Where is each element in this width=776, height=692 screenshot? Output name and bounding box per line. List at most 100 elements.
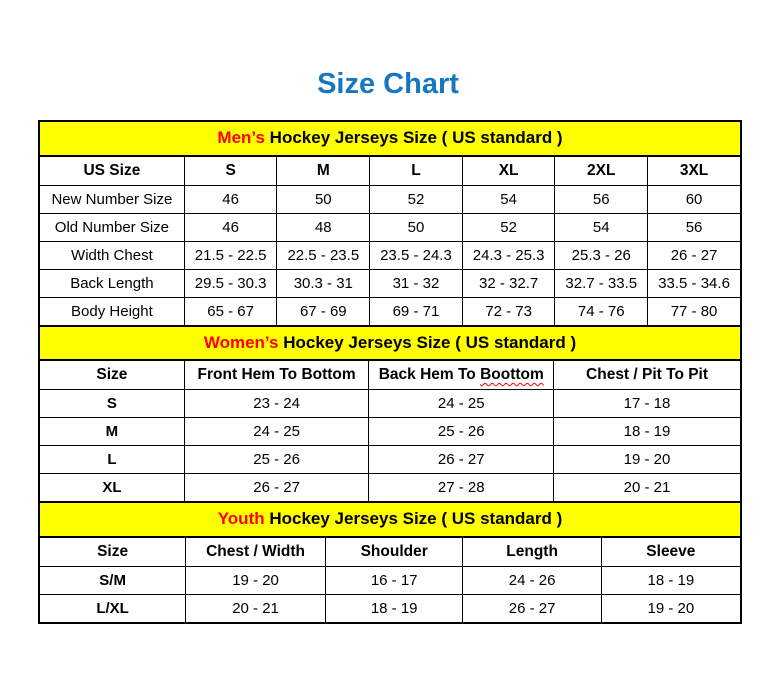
table-row: M 24 - 25 25 - 26 18 - 19 — [38, 417, 742, 447]
size-value-cell: 25.3 - 26 — [554, 240, 649, 270]
misspelled-word: Boottom — [480, 366, 544, 384]
size-value-cell: 23 - 24 — [183, 389, 370, 419]
row-label: Body Height — [38, 296, 185, 327]
band-accent-word: Youth — [217, 509, 265, 529]
row-label: S/M — [38, 565, 187, 595]
column-header: Back Hem To Boottom — [368, 359, 555, 391]
table-row: L 25 - 26 26 - 27 19 - 20 — [38, 445, 742, 475]
size-value-cell: 22.5 - 23.5 — [276, 240, 371, 270]
size-value-cell: 24 - 25 — [183, 417, 370, 447]
band-title-text: Hockey Jerseys Size ( US standard ) — [264, 128, 563, 147]
size-value-cell: 67 - 69 — [276, 296, 371, 327]
womens-header-row: Size Front Hem To Bottom Back Hem To Boott… — [38, 359, 742, 391]
size-value-cell: 18 - 19 — [553, 417, 742, 447]
row-label: L/XL — [38, 593, 187, 624]
size-value-cell: 69 - 71 — [369, 296, 463, 327]
size-value-cell: 29.5 - 30.3 — [183, 268, 278, 298]
size-value-cell: 32.7 - 33.5 — [554, 268, 649, 298]
size-value-cell: 26 - 27 — [647, 240, 742, 270]
column-header: US Size — [38, 155, 185, 186]
size-value-cell: 20 - 21 — [185, 593, 326, 624]
size-value-cell: 19 - 20 — [553, 445, 742, 475]
size-value-cell: 26 - 27 — [368, 445, 555, 475]
size-value-cell: 18 - 19 — [600, 565, 742, 595]
column-header: Size — [38, 536, 187, 567]
row-label: Width Chest — [38, 240, 185, 270]
size-chart-tables: Men’s Hockey Jerseys Size ( US standard … — [38, 120, 742, 624]
youth-size-table: Size Chest / Width Shoulder Length Sleeve S/M… — [38, 535, 742, 624]
size-value-cell: 52 — [369, 184, 463, 214]
size-value-cell: 72 - 73 — [461, 296, 556, 327]
column-header: XL — [461, 155, 556, 186]
table-row: New Number Size 46 50 52 54 56 60 — [38, 184, 742, 214]
size-value-cell: 56 — [647, 212, 742, 242]
size-value-cell: 25 - 26 — [183, 445, 370, 475]
size-value-cell: 24.3 - 25.3 — [461, 240, 556, 270]
youth-section-band: Youth Hockey Jerseys Size ( US standard … — [38, 501, 742, 538]
table-row: S/M 19 - 20 16 - 17 24 - 26 18 - 19 — [38, 565, 742, 595]
size-value-cell: 30.3 - 31 — [276, 268, 371, 298]
size-value-cell: 74 - 76 — [554, 296, 649, 327]
womens-size-table: Size Front Hem To Bottom Back Hem To Boott… — [38, 359, 742, 504]
size-value-cell: 32 - 32.7 — [461, 268, 556, 298]
row-label: Back Length — [38, 268, 185, 298]
column-header: 3XL — [647, 155, 742, 186]
size-value-cell: 27 - 28 — [368, 473, 555, 503]
size-value-cell: 23.5 - 24.3 — [369, 240, 463, 270]
size-value-cell: 56 — [554, 184, 649, 214]
size-value-cell: 54 — [461, 184, 556, 214]
band-accent-word: Women’s — [203, 332, 279, 352]
mens-header-row: US Size S M L XL 2XL 3XL — [38, 155, 742, 186]
band-title-text: Hockey Jerseys Size ( US standard ) — [264, 509, 563, 529]
column-header: Sleeve — [600, 536, 742, 567]
youth-header-row: Size Chest / Width Shoulder Length Sleeve — [38, 536, 742, 567]
column-header: Chest / Pit To Pit — [553, 359, 742, 391]
table-row: Body Height 65 - 67 67 - 69 69 - 71 72 - 73 7… — [38, 296, 742, 327]
row-label: Old Number Size — [38, 212, 185, 242]
size-value-cell: 25 - 26 — [368, 417, 555, 447]
column-header: L — [369, 155, 463, 186]
size-value-cell: 31 - 32 — [369, 268, 463, 298]
size-value-cell: 50 — [369, 212, 463, 242]
column-header: M — [276, 155, 371, 186]
size-value-cell: 19 - 20 — [185, 565, 326, 595]
size-value-cell: 77 - 80 — [647, 296, 742, 327]
size-value-cell: 18 - 19 — [324, 593, 464, 624]
band-title-text: Hockey Jerseys Size ( US standard ) — [278, 332, 577, 352]
column-header: Length — [462, 536, 602, 567]
size-value-cell: 21.5 - 22.5 — [183, 240, 278, 270]
row-label: XL — [38, 473, 185, 503]
size-value-cell: 52 — [461, 212, 556, 242]
mens-size-table: US Size S M L XL 2XL 3XL New Number Size 46 50 52 5… — [38, 154, 742, 327]
band-accent-word: Men’s — [217, 128, 265, 147]
row-label: S — [38, 389, 185, 419]
table-row: S 23 - 24 24 - 25 17 - 18 — [38, 389, 742, 419]
row-label: New Number Size — [38, 184, 185, 214]
size-value-cell: 26 - 27 — [462, 593, 602, 624]
column-header: Front Hem To Bottom — [183, 359, 370, 391]
size-value-cell: 65 - 67 — [183, 296, 278, 327]
column-header: Chest / Width — [185, 536, 326, 567]
size-value-cell: 54 — [554, 212, 649, 242]
size-value-cell: 46 — [183, 184, 278, 214]
column-header: 2XL — [554, 155, 649, 186]
page-title: Size Chart — [317, 68, 459, 100]
size-value-cell: 16 - 17 — [324, 565, 464, 595]
column-header: S — [183, 155, 278, 186]
size-value-cell: 20 - 21 — [553, 473, 742, 503]
womens-section-band: Women’s Hockey Jerseys Size ( US standar… — [38, 324, 742, 362]
size-value-cell: 46 — [183, 212, 278, 242]
size-value-cell: 26 - 27 — [183, 473, 370, 503]
size-value-cell: 24 - 26 — [462, 565, 602, 595]
table-row: L/XL 20 - 21 18 - 19 26 - 27 19 - 20 — [38, 593, 742, 624]
table-row: Width Chest 21.5 - 22.5 22.5 - 23.5 23.5 - … — [38, 240, 742, 270]
size-value-cell: 60 — [647, 184, 742, 214]
table-row: XL 26 - 27 27 - 28 20 - 21 — [38, 473, 742, 503]
table-row: Old Number Size 46 48 50 52 54 56 — [38, 212, 742, 242]
size-value-cell: 48 — [276, 212, 371, 242]
row-label: M — [38, 417, 185, 447]
size-value-cell: 50 — [276, 184, 371, 214]
row-label: L — [38, 445, 185, 475]
table-row: Back Length 29.5 - 30.3 30.3 - 31 31 - 32 32… — [38, 268, 742, 298]
column-header: Shoulder — [324, 536, 464, 567]
